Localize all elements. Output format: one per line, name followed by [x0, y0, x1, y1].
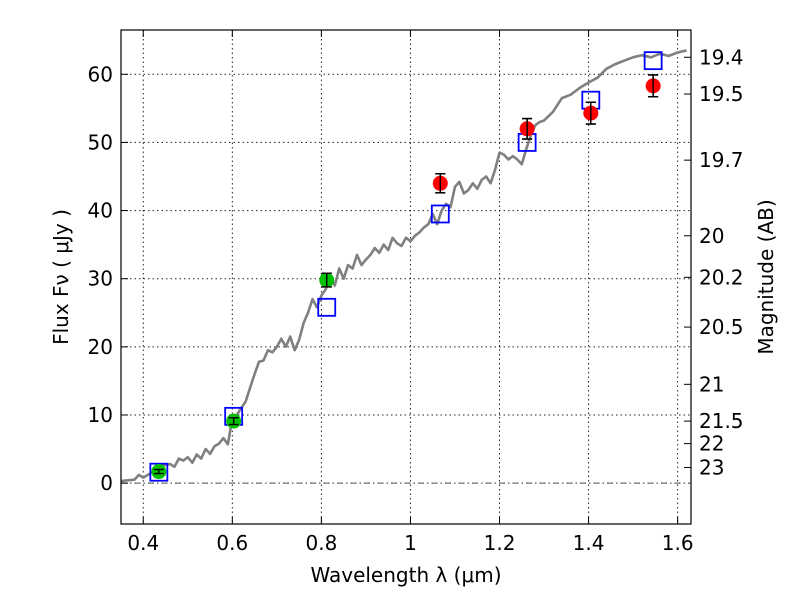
ticks: 0.4 0.6 0.8 1 1.2 1.4 1.6 0 10 20 30 40 50 60 19.4 19.5…	[88, 30, 744, 555]
x-tick-label: 1	[404, 531, 417, 555]
x-tick-label: 1.2	[484, 531, 516, 555]
model-square-marker	[317, 297, 337, 317]
y2-tick-label: 21.5	[699, 409, 744, 433]
markers	[149, 51, 663, 482]
y-tick-label: 30	[88, 267, 113, 291]
y-axis-label: Flux Fν ( μJy )	[49, 209, 73, 345]
model-square-marker	[643, 51, 663, 71]
y2-tick-label: 21	[699, 372, 724, 396]
x-tick-label: 0.4	[127, 531, 159, 555]
y2-tick-label: 20.2	[699, 265, 744, 289]
model-square-marker	[430, 204, 450, 224]
y-tick-label: 50	[88, 130, 113, 154]
y-tick-label: 40	[88, 199, 113, 223]
y-tick-label: 10	[88, 403, 113, 427]
y2-axis-label: Magnitude (AB)	[754, 199, 778, 354]
plot-frame	[120, 29, 692, 525]
y2-tick-label: 23	[699, 455, 724, 479]
x-axis-label: Wavelength λ (μm)	[310, 563, 501, 587]
spectrum-line	[120, 49, 687, 483]
y-tick-label: 0	[100, 471, 113, 495]
y-tick-label: 60	[88, 62, 113, 86]
y2-tick-label: 19.5	[699, 82, 744, 106]
x-tick-label: 1.6	[662, 531, 694, 555]
y-tick-label: 20	[88, 335, 113, 359]
spectrum-series	[120, 49, 687, 483]
y2-tick-label: 20	[699, 224, 724, 248]
model-square-marker	[149, 462, 169, 482]
grid	[121, 30, 691, 524]
y2-tick-label: 22	[699, 432, 724, 456]
x-tick-label: 0.6	[216, 531, 248, 555]
x-tick-label: 1.4	[573, 531, 605, 555]
y2-tick-label: 19.7	[699, 148, 744, 172]
y2-tick-label: 20.5	[699, 315, 744, 339]
y2-tick-label: 19.4	[699, 45, 744, 69]
x-tick-label: 0.8	[305, 531, 337, 555]
